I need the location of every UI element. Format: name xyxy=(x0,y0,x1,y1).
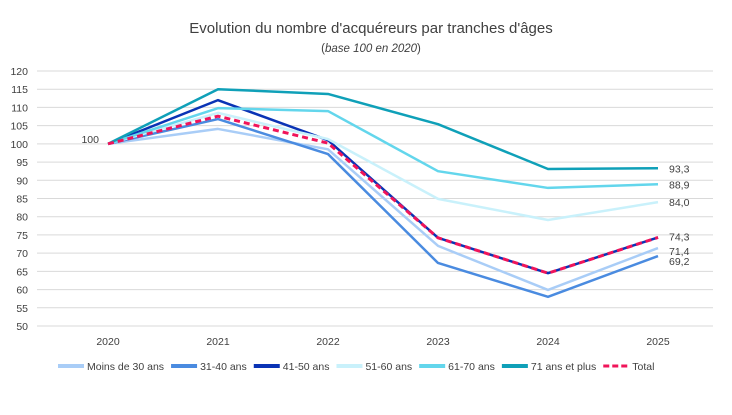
y-tick-label: 80 xyxy=(16,212,28,224)
end-value-label: 74,3 xyxy=(669,231,690,243)
legend-label: Moins de 30 ans xyxy=(87,361,164,373)
chart-title: Evolution du nombre d'acquéreurs par tra… xyxy=(189,20,552,37)
y-tick-label: 100 xyxy=(10,139,28,151)
y-tick-label: 120 xyxy=(10,66,28,78)
y-tick-label: 90 xyxy=(16,175,28,187)
start-value-label: 100 xyxy=(81,134,99,146)
end-value-label: 84,0 xyxy=(669,197,690,209)
y-tick-label: 75 xyxy=(16,230,28,242)
y-tick-label: 85 xyxy=(16,194,28,206)
legend-label: 71 ans et plus xyxy=(531,361,596,373)
series-line-41-50-ans xyxy=(107,98,659,275)
x-tick-label: 2024 xyxy=(536,336,560,348)
legend-label: Total xyxy=(632,361,654,373)
series-line-total xyxy=(107,114,659,275)
legend-label: 51-60 ans xyxy=(365,361,412,373)
y-tick-label: 55 xyxy=(16,303,28,315)
series-line-moins-de-30-ans xyxy=(107,127,659,292)
y-tick-label: 65 xyxy=(16,266,28,278)
end-value-label: 71,4 xyxy=(669,246,690,258)
series-line-61-70-ans xyxy=(107,106,659,190)
series-line-51-60-ans xyxy=(107,111,659,222)
y-tick-label: 105 xyxy=(10,121,28,133)
subtitle-close: ) xyxy=(417,43,421,55)
legend-label: 41-50 ans xyxy=(283,361,330,373)
x-tick-label: 2022 xyxy=(316,336,340,348)
y-tick-label: 50 xyxy=(16,321,28,333)
y-tick-label: 70 xyxy=(16,248,28,260)
legend-label: 61-70 ans xyxy=(448,361,495,373)
subtitle-text: base 100 en 2020 xyxy=(325,43,418,55)
end-value-label: 69,2 xyxy=(669,256,690,268)
chart-subtitle: (base 100 en 2020) xyxy=(321,43,421,55)
series-line-31-40-ans xyxy=(107,117,659,299)
y-tick-label: 115 xyxy=(11,84,28,96)
y-tick-label: 110 xyxy=(11,102,28,114)
subtitle-open: ( xyxy=(321,43,325,55)
x-tick-label: 2021 xyxy=(206,336,230,348)
end-value-label: 93,3 xyxy=(669,163,690,175)
y-tick-label: 60 xyxy=(16,285,28,297)
x-tick-label: 2025 xyxy=(646,336,670,348)
x-tick-label: 2023 xyxy=(426,336,450,348)
y-tick-label: 95 xyxy=(16,157,28,169)
legend-label: 31-40 ans xyxy=(200,361,247,373)
series-line-71-ans-et-plus xyxy=(107,87,659,171)
end-value-label: 88,9 xyxy=(669,179,690,191)
x-tick-label: 2020 xyxy=(96,336,120,348)
